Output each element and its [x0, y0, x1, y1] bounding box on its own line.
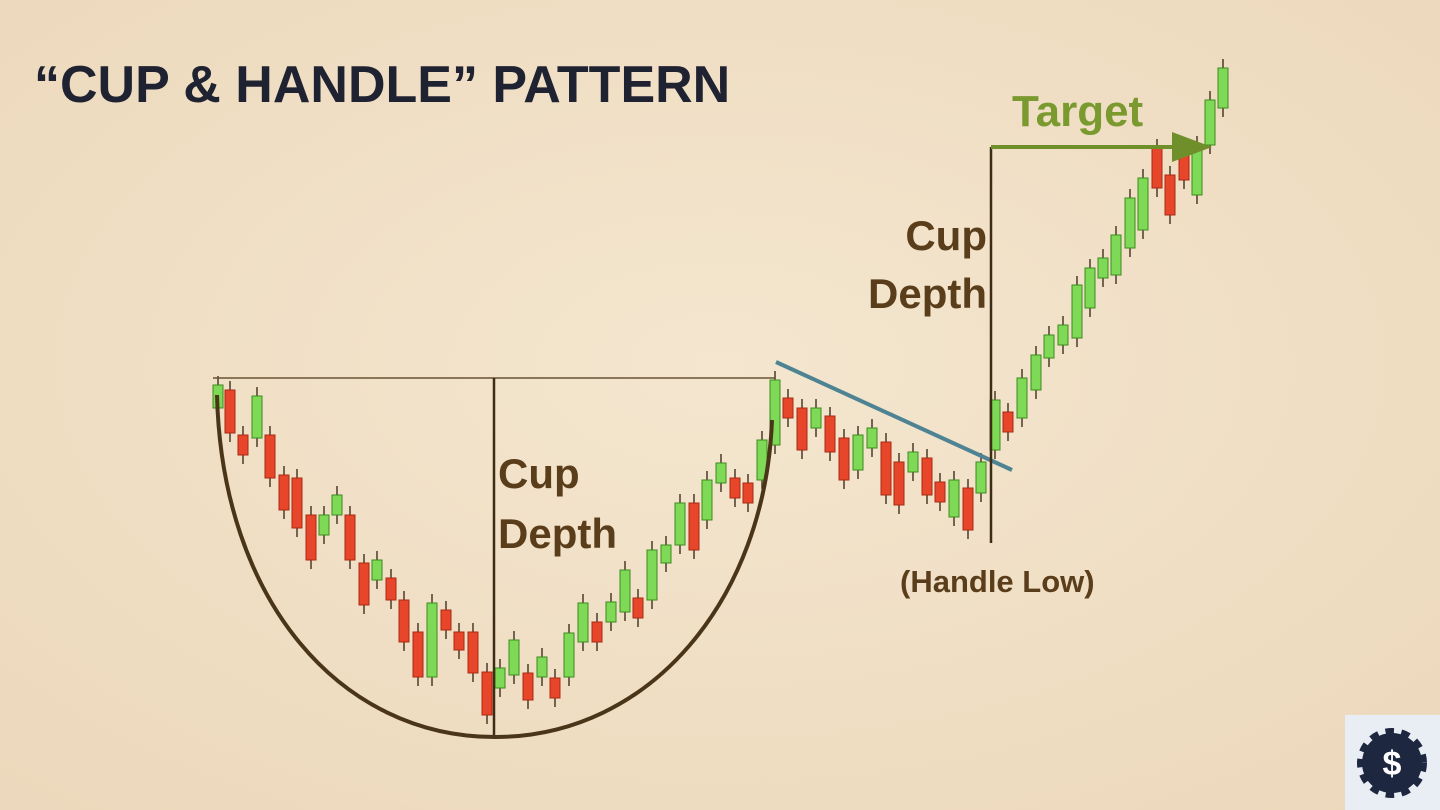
candle-body	[291, 477, 303, 529]
candle-body	[866, 427, 878, 449]
candle-body	[1030, 354, 1042, 391]
candle-body	[371, 559, 383, 581]
candle-body	[385, 577, 397, 601]
candle-body	[934, 481, 946, 503]
candle-body	[453, 631, 465, 651]
candle-body	[398, 599, 410, 643]
candle-body	[412, 631, 424, 678]
candle-body	[742, 482, 754, 504]
candle-body	[1204, 99, 1216, 146]
target-label: Target	[1012, 87, 1144, 136]
candle-body	[591, 621, 603, 643]
title: “CUP & HANDLE” PATTERN	[34, 56, 730, 114]
candle-body	[318, 514, 330, 536]
candle-body	[237, 434, 249, 456]
candle-body	[1217, 67, 1229, 109]
candle-body	[810, 407, 822, 429]
target-arrowhead	[1172, 132, 1212, 162]
candle-body	[563, 632, 575, 678]
candle-body	[1110, 234, 1122, 276]
cup-curve	[215, 394, 774, 740]
candle-body	[481, 671, 493, 716]
candle-body	[907, 451, 919, 473]
candle-body	[358, 562, 370, 606]
candle-body	[522, 672, 534, 701]
candle-body	[331, 494, 343, 516]
candle-body	[893, 461, 905, 506]
candle-body	[769, 379, 781, 446]
candle-body	[674, 502, 686, 546]
candle-body	[838, 437, 850, 481]
candle-body	[440, 609, 452, 631]
candle-body	[549, 677, 561, 699]
candle-body	[962, 487, 974, 531]
candle-body	[1071, 284, 1083, 339]
candle-body	[494, 667, 506, 689]
logo: $	[1345, 715, 1440, 810]
candle-body	[1057, 324, 1069, 346]
candle-body	[796, 407, 808, 451]
candle-body	[824, 415, 836, 453]
candle-body	[1097, 257, 1109, 279]
cup-depth-label: Cup	[905, 212, 987, 259]
candle-body	[715, 462, 727, 484]
candle-body	[619, 569, 631, 613]
candle-body	[605, 601, 617, 623]
logo-symbol: $	[1383, 745, 1402, 783]
candle-body	[852, 434, 864, 471]
candle-body	[782, 397, 794, 419]
candle-body	[1016, 377, 1028, 419]
candle-body	[536, 656, 548, 678]
candle-body	[1137, 177, 1149, 231]
candle-body	[467, 631, 479, 674]
candle-body	[1164, 174, 1176, 216]
candle-body	[646, 549, 658, 601]
candle-body	[688, 502, 700, 551]
candle-body	[224, 389, 236, 434]
cup-depth-label: Depth	[868, 270, 987, 317]
candle-body	[577, 602, 589, 643]
candle-body	[975, 461, 987, 494]
candle-body	[880, 441, 892, 496]
candle-body	[1151, 147, 1163, 189]
candle-body	[948, 479, 960, 518]
candle-body	[426, 602, 438, 678]
candle-body	[305, 514, 317, 561]
candle-body	[278, 474, 290, 511]
logo-gear-core	[1368, 739, 1416, 787]
handle-trendline	[775, 360, 1013, 472]
candle-body	[1084, 267, 1096, 309]
candle-body	[1124, 197, 1136, 249]
candle-body	[729, 477, 741, 499]
candle-body	[508, 639, 520, 676]
candlesticks	[212, 59, 1229, 724]
candle-body	[251, 395, 263, 439]
handle-low-label: (Handle Low)	[900, 564, 1095, 599]
candle-body	[921, 457, 933, 496]
candle-body	[660, 544, 672, 564]
candle-body	[1043, 334, 1055, 359]
candle-body	[1002, 411, 1014, 433]
candle-body	[344, 514, 356, 561]
candle-body	[701, 479, 713, 521]
candle-body	[264, 434, 276, 479]
candle-body	[632, 597, 644, 619]
cup-depth-label: Depth	[498, 510, 617, 557]
cup-depth-label: Cup	[498, 450, 580, 497]
